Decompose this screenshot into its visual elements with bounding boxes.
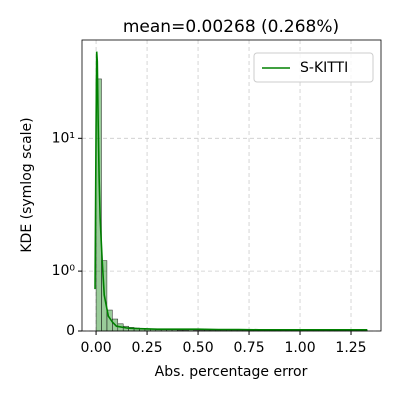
legend-box xyxy=(253,52,374,83)
x-tick-label: 1.25 xyxy=(335,340,366,356)
chart-title: mean=0.00268 (0.268%) xyxy=(123,17,339,37)
kde-line xyxy=(94,51,368,331)
plot-frame xyxy=(81,39,382,332)
x-tick-label: 0.25 xyxy=(131,340,162,356)
x-tick-label: 1.00 xyxy=(284,340,315,356)
x-tick-label: 0.50 xyxy=(182,340,213,356)
y-tick-label: 0 xyxy=(66,323,75,339)
x-tick-label: 0.00 xyxy=(80,340,111,356)
y-tick-label: 10⁰ xyxy=(52,263,76,279)
x-tick-label: 0.75 xyxy=(233,340,264,356)
legend-label: S-KITTI xyxy=(300,60,348,76)
y-tick-label: 10¹ xyxy=(52,130,75,146)
x-axis-label: Abs. percentage error xyxy=(155,364,308,380)
y-axis-label: KDE (symlog scale) xyxy=(19,117,35,252)
